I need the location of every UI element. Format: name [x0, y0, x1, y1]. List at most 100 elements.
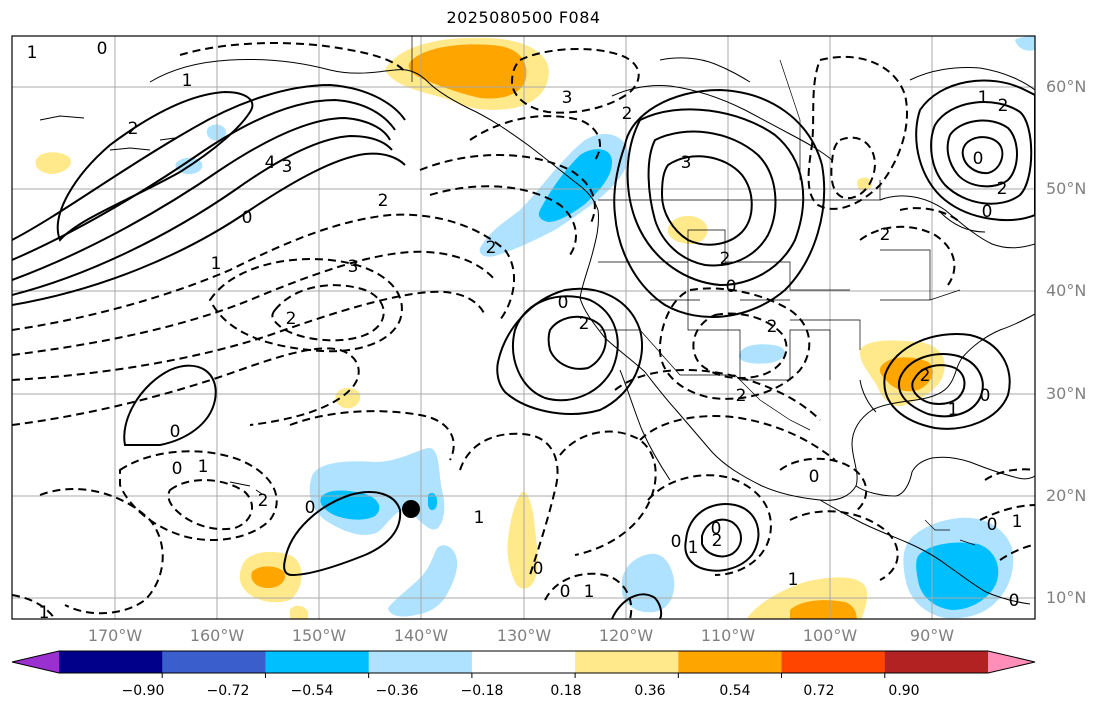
negative-anomaly-hawaii-core-2 — [428, 492, 438, 511]
map-title: 2025080500 F084 — [446, 8, 601, 27]
contour-label: 4 — [265, 153, 276, 173]
contour-label: 1 — [211, 254, 222, 274]
colorbar-segment — [575, 651, 679, 673]
lon-label-90w: 90°W — [909, 626, 955, 645]
colorbar-tick-label: −0.18 — [460, 683, 504, 699]
contour-label: 0 — [560, 582, 571, 602]
colorbar-segment — [884, 651, 989, 673]
contour-label: 0 — [987, 515, 998, 535]
contour-label: 1 — [198, 457, 209, 477]
positive-anomaly-south-pacific-2 — [290, 605, 308, 619]
colorbar-tick-label: −0.72 — [206, 683, 250, 699]
lat-label-30n: 30°N — [1046, 384, 1087, 403]
positive-anomaly-plains — [667, 215, 708, 244]
colorbar-tick-label: −0.54 — [290, 683, 334, 699]
lon-label-100w: 100°W — [802, 626, 858, 645]
contour-label: 1 — [27, 43, 38, 63]
contour-label: 1 — [584, 582, 595, 602]
positive-anomaly-gulf-core — [879, 357, 933, 392]
contour-label: 2 — [579, 314, 590, 334]
contour-label: 0 — [97, 39, 108, 59]
contour-label: 3 — [681, 153, 692, 173]
colorbar — [11, 650, 1036, 678]
contour-label: 2 — [767, 317, 778, 337]
lat-label-50n: 50°N — [1046, 179, 1087, 198]
contour-label: 2 — [378, 191, 389, 211]
colorbar-segment — [59, 651, 163, 673]
contour-label: 2 — [286, 309, 297, 329]
negative-anomaly-aleutians-2 — [206, 124, 226, 141]
map-frame — [11, 35, 1036, 620]
contour-label: 2 — [258, 491, 269, 511]
lat-label-10n: 10°N — [1046, 588, 1087, 607]
colorbar-segment — [678, 651, 783, 673]
negative-anomaly-ne-corner — [1015, 36, 1035, 51]
lon-label-140w: 140°W — [393, 626, 449, 645]
colorbar-segment — [162, 651, 266, 673]
lon-label-130w: 130°W — [496, 626, 552, 645]
colorbar-tick-label: 0.36 — [634, 683, 666, 699]
contour-label: 1 — [182, 71, 193, 91]
positive-anomaly-dateline — [35, 152, 71, 174]
contour-label: 1 — [978, 88, 989, 108]
colorbar-tick-label: −0.90 — [121, 683, 165, 699]
contour-label: 0 — [533, 559, 544, 579]
solid-contours — [12, 79, 1035, 619]
positive-anomaly-subtropic — [335, 388, 361, 409]
positive-anomaly-eq-pacific — [507, 491, 538, 589]
lat-label-40n: 40°N — [1046, 281, 1087, 300]
contour-label: 1 — [948, 400, 959, 420]
colorbar-tick-label: −0.36 — [375, 683, 419, 699]
lat-label-60n: 60°N — [1046, 77, 1087, 96]
lon-label-150w: 150°W — [291, 626, 347, 645]
colorbar-segment — [471, 651, 576, 673]
colorbar-segment — [265, 651, 370, 673]
lon-label-170w: 170°W — [87, 626, 143, 645]
contour-label: 3 — [562, 88, 573, 108]
contour-label: 0 — [558, 293, 569, 313]
positive-anomaly-south-pacific-core — [251, 566, 286, 588]
contour-label: 2 — [997, 179, 1008, 199]
contour-label: 1 — [39, 603, 50, 623]
colorbar-tick-label: 0.54 — [719, 683, 751, 699]
contour-label: 0 — [671, 532, 682, 552]
colorbar-tick-label: 0.72 — [803, 683, 835, 699]
contour-label: 0 — [982, 202, 993, 222]
storm-position-marker — [402, 500, 420, 518]
contour-label: 2 — [486, 238, 497, 258]
contour-label: 0 — [980, 386, 991, 406]
colorbar-extend-high — [988, 651, 1035, 673]
contour-label: 0 — [711, 519, 722, 539]
colorbar-segment — [368, 651, 473, 673]
contour-label: 0 — [726, 277, 737, 297]
positive-anomaly-alaska-core — [408, 44, 527, 99]
contour-label: 2 — [880, 225, 891, 245]
contour-label: 2 — [622, 104, 633, 124]
contour-label: 0 — [305, 498, 316, 518]
contour-label: 1 — [688, 538, 699, 558]
contour-label: 0 — [809, 467, 820, 487]
contour-label: 2 — [998, 96, 1009, 116]
colorbar-segment — [781, 651, 886, 673]
contour-label: 3 — [348, 257, 359, 277]
contour-label: 1 — [1012, 512, 1023, 532]
lon-label-110w: 110°W — [700, 626, 756, 645]
positive-anomaly-great-lakes — [857, 177, 873, 191]
contour-label: 2 — [736, 386, 747, 406]
colorbar-extend-low — [12, 651, 59, 673]
contour-label: 2 — [128, 119, 139, 139]
contour-label: 3 — [282, 157, 293, 177]
lon-label-160w: 160°W — [189, 626, 245, 645]
contour-label: 1 — [474, 508, 485, 528]
colorbar-tick-label: 0.18 — [550, 683, 582, 699]
coastlines — [39, 57, 1035, 605]
lon-label-120w: 120°W — [598, 626, 654, 645]
colorbar-tick-label: 0.90 — [888, 683, 920, 699]
contour-label: 2 — [712, 531, 723, 551]
negative-anomaly-hawaii-core — [320, 490, 380, 520]
contour-label: 0 — [973, 149, 984, 169]
contour-label: 0 — [170, 422, 181, 442]
contour-label: 2 — [920, 366, 931, 386]
